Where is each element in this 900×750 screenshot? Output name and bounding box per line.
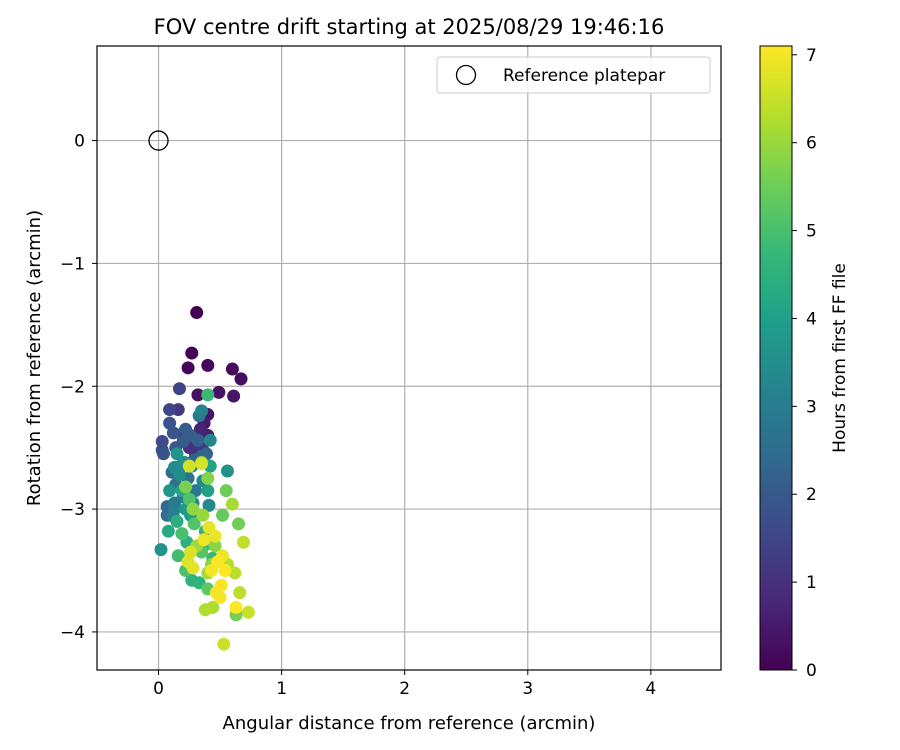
data-point [179, 480, 193, 494]
colorbar: 0 1 2 3 4 5 6 7 Hours from first FF file [759, 45, 850, 681]
reference-platepar-marker [148, 130, 169, 151]
data-points [154, 306, 255, 651]
x-axis-label: Angular distance from reference (arcmin) [223, 713, 596, 734]
data-point [190, 306, 204, 320]
reference-point [148, 130, 169, 151]
data-point [197, 533, 211, 547]
x-tick-label: 1 [276, 679, 287, 699]
data-point [185, 346, 199, 360]
data-point [225, 497, 239, 511]
data-point [212, 385, 226, 399]
data-point [236, 535, 250, 549]
colorbar-gradient [759, 45, 793, 671]
colorbar-tick-label: 0 [806, 661, 817, 681]
x-tick-label: 4 [645, 679, 656, 699]
colorbar-tick-label: 7 [806, 46, 817, 66]
data-point [182, 459, 196, 473]
data-point [201, 471, 215, 485]
legend-box [436, 56, 711, 94]
data-point [186, 561, 200, 575]
legend-entry-reference-platepar: Reference platepar [503, 66, 665, 86]
y-tick-label: −1 [60, 254, 85, 274]
data-point [228, 566, 242, 580]
data-point [201, 484, 215, 498]
data-point [202, 498, 216, 512]
y-axis-ticks: 0 −1 −2 −3 −4 [60, 132, 97, 643]
colorbar-tick-label: 3 [806, 397, 817, 417]
data-point [195, 404, 209, 418]
data-point [208, 539, 222, 553]
data-point [227, 389, 241, 403]
data-point [232, 517, 246, 531]
legend: Reference platepar [436, 56, 711, 94]
y-tick-label: 0 [74, 132, 85, 152]
data-point [203, 433, 217, 447]
data-point [172, 468, 186, 482]
data-point [201, 388, 215, 402]
data-point [182, 492, 196, 506]
colorbar-tick-label: 5 [806, 222, 817, 242]
data-point [191, 433, 205, 447]
data-point [156, 447, 170, 461]
data-point [163, 416, 177, 430]
data-point [186, 502, 200, 516]
data-point [196, 508, 210, 522]
data-point [204, 564, 218, 578]
data-point [161, 524, 175, 538]
data-point [225, 362, 239, 376]
data-point [217, 637, 231, 651]
grid-lines [97, 46, 721, 670]
data-point [172, 382, 186, 396]
colorbar-tick-label: 4 [806, 309, 817, 329]
colorbar-tick-label: 1 [806, 573, 817, 593]
x-tick-label: 2 [399, 679, 410, 699]
data-point [234, 372, 248, 386]
data-point [175, 527, 189, 541]
data-point [218, 564, 232, 578]
data-point [170, 514, 184, 528]
x-tick-label: 0 [153, 679, 164, 699]
colorbar-tick-label: 2 [806, 485, 817, 505]
x-tick-label: 3 [522, 679, 533, 699]
data-point [208, 529, 222, 543]
data-point [184, 545, 198, 559]
data-point [163, 484, 177, 498]
y-tick-label: −2 [60, 377, 85, 397]
data-point [214, 578, 228, 592]
colorbar-label: Hours from first FF file [830, 263, 850, 453]
data-point [170, 447, 184, 461]
data-point [201, 358, 215, 372]
data-point [213, 591, 227, 605]
data-point [220, 464, 234, 478]
y-tick-label: −4 [60, 623, 85, 643]
data-point [198, 603, 212, 617]
data-point [191, 388, 205, 402]
legend-marker-open-circle [455, 64, 477, 86]
plot-frame [96, 45, 722, 671]
data-point [171, 549, 185, 563]
chart-title: FOV centre drift starting at 2025/08/29 … [154, 15, 665, 39]
data-point [154, 543, 168, 557]
data-point [163, 403, 177, 417]
y-axis-label: Rotation from reference (arcmin) [24, 210, 45, 506]
data-point [187, 517, 201, 531]
data-point [195, 457, 209, 471]
data-point [166, 426, 180, 440]
data-point [181, 361, 195, 375]
y-tick-label: −3 [60, 500, 85, 520]
data-point [233, 586, 247, 600]
data-point [219, 484, 233, 498]
colorbar-tick-label: 6 [806, 134, 817, 154]
data-point [193, 422, 207, 436]
colorbar-ticks: 0 1 2 3 4 5 6 7 [792, 46, 817, 681]
data-point [216, 508, 230, 522]
data-point [229, 600, 243, 614]
data-point [241, 605, 255, 619]
x-axis-ticks: 0 1 2 3 4 [153, 670, 656, 699]
